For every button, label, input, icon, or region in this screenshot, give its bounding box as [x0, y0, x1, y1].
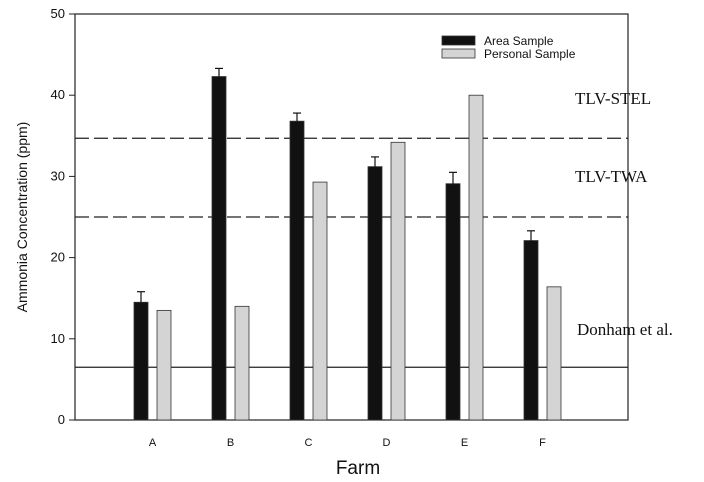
reference-line-label: Donham et al.: [577, 320, 673, 339]
bar: [468, 94, 484, 421]
bar: [289, 120, 305, 421]
x-tick-label: F: [539, 437, 546, 449]
bar: [367, 166, 383, 421]
bar: [445, 183, 461, 421]
bar: [234, 305, 250, 421]
y-tick-label: 10: [51, 331, 65, 346]
x-tick-label: B: [227, 437, 234, 449]
y-tick-label: 0: [58, 412, 65, 427]
bar: [312, 181, 328, 421]
bar: [211, 76, 227, 421]
reference-line-label: TLV-TWA: [575, 167, 648, 186]
legend-label: Personal Sample: [484, 47, 576, 61]
bar: [156, 309, 172, 421]
x-tick-label: C: [305, 437, 313, 449]
reference-line-label: TLV-STEL: [575, 89, 651, 108]
legend-swatch: [441, 35, 476, 46]
bar: [133, 301, 149, 421]
x-tick-label: D: [383, 437, 391, 449]
y-tick-label: 40: [51, 87, 65, 102]
y-tick-label: 20: [51, 250, 65, 265]
x-tick-label: E: [461, 437, 468, 449]
bar: [546, 286, 562, 421]
legend-swatch: [441, 48, 476, 59]
bar: [390, 141, 406, 421]
y-tick-label: 50: [51, 6, 65, 21]
x-axis-title: Farm: [336, 458, 380, 479]
y-axis-title: Ammonia Concentration (ppm): [14, 122, 30, 313]
y-tick-label: 30: [51, 168, 65, 183]
x-tick-label: A: [149, 437, 157, 449]
bar: [523, 240, 539, 421]
legend-label: Area Sample: [484, 34, 554, 48]
